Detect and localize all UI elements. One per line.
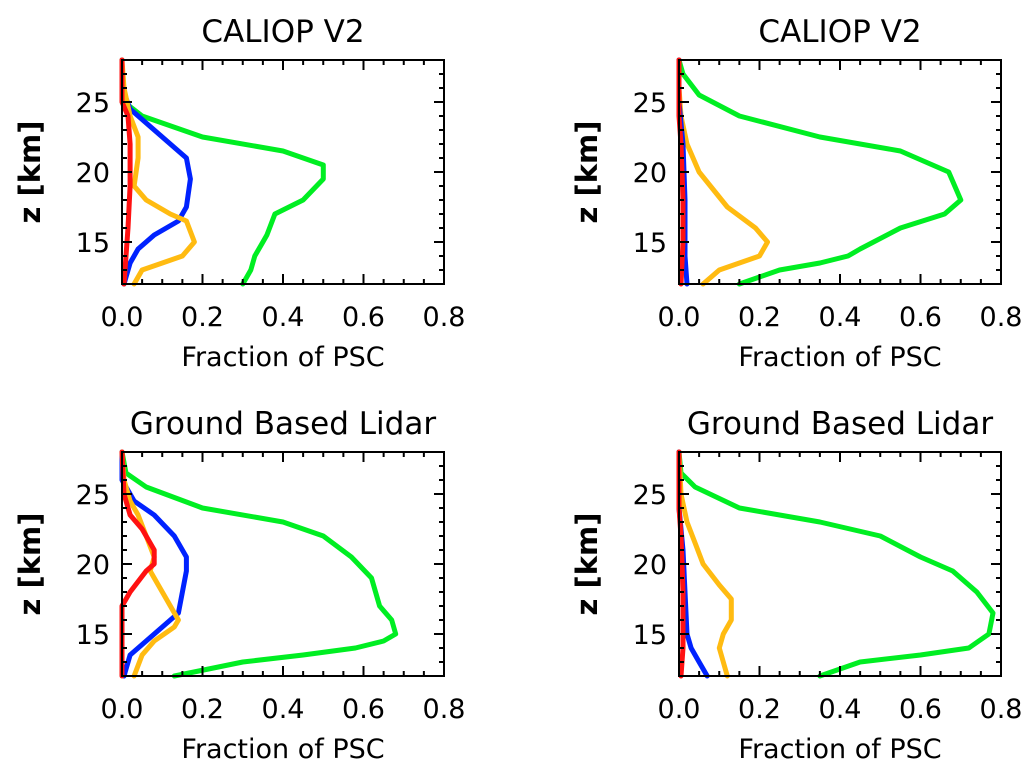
- x-axis-label: Fraction of PSC: [738, 342, 941, 373]
- y-axis-label: z [km]: [570, 121, 604, 224]
- series-line: [676, 449, 996, 679]
- y-tick-label: 25: [76, 480, 110, 511]
- series-line: [119, 449, 399, 679]
- y-tick-label: 25: [76, 88, 110, 119]
- series-line: [676, 57, 770, 287]
- y-tick-label: 25: [633, 480, 667, 511]
- y-tick-label: 15: [76, 228, 110, 259]
- x-tick-label: 0.4: [819, 302, 862, 333]
- x-tick-label: 0.8: [423, 302, 466, 333]
- x-tick-label: 0.0: [658, 694, 701, 725]
- chart-panel-2: CALIOP V2 0.0 0.2 0.4 0.6 0.8 15 20 25 Fraction o…: [570, 14, 1022, 373]
- chart-title: CALIOP V2: [758, 14, 921, 50]
- x-tick-label: 0.4: [819, 694, 862, 725]
- x-axis-label: Fraction of PSC: [181, 734, 384, 765]
- x-tick-label: 0.6: [899, 694, 942, 725]
- x-tick-label: 0.8: [423, 694, 466, 725]
- chart-panel-4: Ground Based Lidar 0.0 0.2 0.4 0.6 0.8 15 20 25 F…: [570, 406, 1022, 765]
- x-tick-label: 0.4: [262, 694, 305, 725]
- x-tick-label: 0.0: [658, 302, 701, 333]
- series-line: [676, 449, 734, 679]
- series-line: [119, 449, 181, 679]
- series-line: [119, 57, 326, 287]
- y-tick-label: 15: [633, 228, 667, 259]
- series-line: [119, 449, 189, 679]
- plot-frame: [678, 59, 1002, 285]
- chart-panel-1: CALIOP V2 0.0 0.2 0.4 0.6 0.8 15 20 25 Fraction o…: [13, 14, 465, 373]
- y-tick-label: 25: [633, 88, 667, 119]
- series-line: [119, 57, 197, 287]
- chart-title: Ground Based Lidar: [687, 406, 993, 442]
- chart-title: CALIOP V2: [201, 14, 364, 50]
- y-axis-label: z [km]: [13, 513, 47, 616]
- y-tick-label: 20: [76, 158, 110, 189]
- y-tick-label: 15: [76, 620, 110, 651]
- plot-frame: [678, 451, 1002, 677]
- plot-frame: [121, 59, 445, 285]
- chart-panel-3: Ground Based Lidar 0.0 0.2 0.4 0.6 0.8 15 20 25 F…: [13, 406, 465, 765]
- chart-title: Ground Based Lidar: [130, 406, 436, 442]
- x-tick-label: 0.2: [181, 694, 224, 725]
- y-tick-label: 20: [633, 158, 667, 189]
- x-tick-label: 0.8: [980, 302, 1023, 333]
- x-axis-label: Fraction of PSC: [738, 734, 941, 765]
- x-tick-label: 0.6: [342, 302, 385, 333]
- y-axis-label: z [km]: [13, 121, 47, 224]
- y-tick-label: 15: [633, 620, 667, 651]
- x-tick-label: 0.6: [899, 302, 942, 333]
- plot-frame: [121, 451, 445, 677]
- y-tick-label: 20: [76, 550, 110, 581]
- y-axis-label: z [km]: [570, 513, 604, 616]
- x-tick-label: 0.4: [262, 302, 305, 333]
- y-tick-label: 20: [633, 550, 667, 581]
- x-tick-label: 0.2: [738, 694, 781, 725]
- x-tick-label: 0.0: [101, 694, 144, 725]
- x-axis-label: Fraction of PSC: [181, 342, 384, 373]
- x-tick-label: 0.6: [342, 694, 385, 725]
- x-tick-label: 0.8: [980, 694, 1023, 725]
- x-tick-label: 0.2: [181, 302, 224, 333]
- x-tick-label: 0.0: [101, 302, 144, 333]
- x-tick-label: 0.2: [738, 302, 781, 333]
- series-line: [676, 57, 964, 287]
